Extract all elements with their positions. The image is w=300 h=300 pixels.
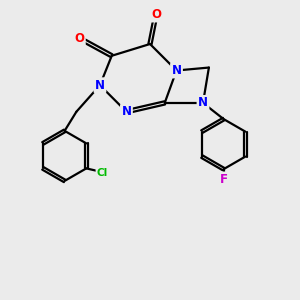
Text: Cl: Cl [97,168,108,178]
Text: N: N [122,105,131,118]
Text: F: F [220,173,228,186]
Text: O: O [151,8,161,21]
Text: O: O [74,32,84,45]
Text: N: N [198,96,208,110]
Text: N: N [172,64,182,77]
Text: N: N [95,79,105,92]
